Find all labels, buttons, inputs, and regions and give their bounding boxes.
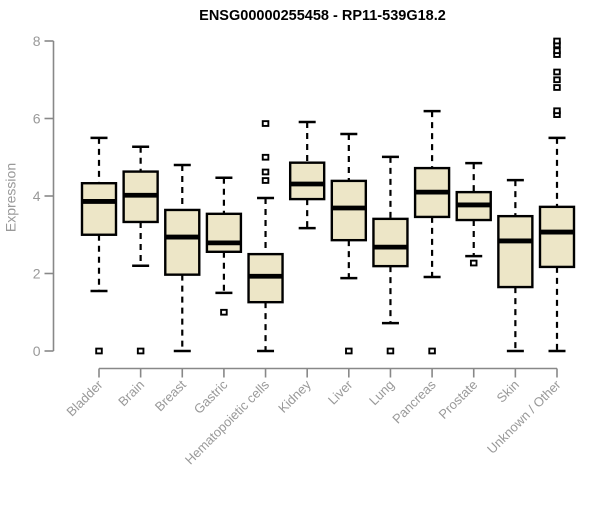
x-category-label-lung: Lung <box>366 377 397 408</box>
outlier-point <box>95 347 103 355</box>
x-category-label-liver: Liver <box>325 377 356 408</box>
iqr-box <box>288 161 326 201</box>
iqr-box <box>538 205 576 269</box>
outlier-point <box>136 347 145 355</box>
outlier-point <box>345 347 353 355</box>
y-axis: 0 2 4 6 8 <box>33 33 55 359</box>
boxplot-lung <box>372 155 409 355</box>
chart-title: ENSG00000255458 - RP11-539G18.2 <box>199 8 446 24</box>
iqr-box <box>330 179 368 242</box>
boxplot-liver <box>330 132 368 355</box>
x-category-label-bladder: Bladder <box>63 377 106 420</box>
y-tick-label: 8 <box>33 33 41 49</box>
iqr-box <box>80 182 118 236</box>
boxplot-unknown-other <box>538 37 576 353</box>
boxplot-kidney <box>288 120 326 230</box>
x-category-label-kidney: Kidney <box>275 377 314 416</box>
x-category-label-pancreas: Pancreas <box>389 377 439 427</box>
outlier-point <box>428 347 436 355</box>
x-category-label-prostate: Prostate <box>436 377 481 422</box>
boxplot-brain <box>122 145 159 355</box>
y-tick-label: 2 <box>33 266 41 282</box>
outlier-point <box>386 347 395 355</box>
boxplot-prostate <box>455 161 492 267</box>
outlier-point <box>553 84 561 91</box>
boxplot-bladder <box>80 136 118 355</box>
iqr-box <box>164 208 201 276</box>
outlier-point <box>553 37 561 45</box>
iqr-box <box>372 217 409 268</box>
x-category-label-unknown-other: Unknown / Other <box>484 377 564 457</box>
outlier-point <box>261 168 270 176</box>
outlier-point <box>261 153 270 161</box>
boxplot-skin <box>497 178 534 353</box>
boxplot-pancreas <box>413 109 451 355</box>
y-tick-label: 6 <box>33 111 41 127</box>
iqr-box <box>497 214 534 289</box>
x-category-label-skin: Skin <box>493 377 521 405</box>
outlier-point <box>220 308 228 316</box>
boxplot-gastric <box>205 176 243 316</box>
outlier-point <box>469 259 478 267</box>
x-category-label-breast: Breast <box>152 377 189 414</box>
y-tick-label: 0 <box>33 343 41 359</box>
boxplot-breast <box>164 163 201 353</box>
outlier-point <box>261 177 270 184</box>
iqr-box <box>205 212 243 253</box>
outlier-point <box>553 107 561 115</box>
y-tick-label: 4 <box>33 188 41 204</box>
y-axis-label: Expression <box>2 162 19 233</box>
outlier-point <box>553 47 561 55</box>
x-category-label-gastric: Gastric <box>191 377 231 417</box>
x-category-label-brain: Brain <box>115 377 147 409</box>
outlier-point <box>553 76 561 84</box>
outlier-point <box>261 120 270 127</box>
boxplot-hematopoietic-cells <box>247 120 284 353</box>
outlier-point <box>553 68 561 76</box>
